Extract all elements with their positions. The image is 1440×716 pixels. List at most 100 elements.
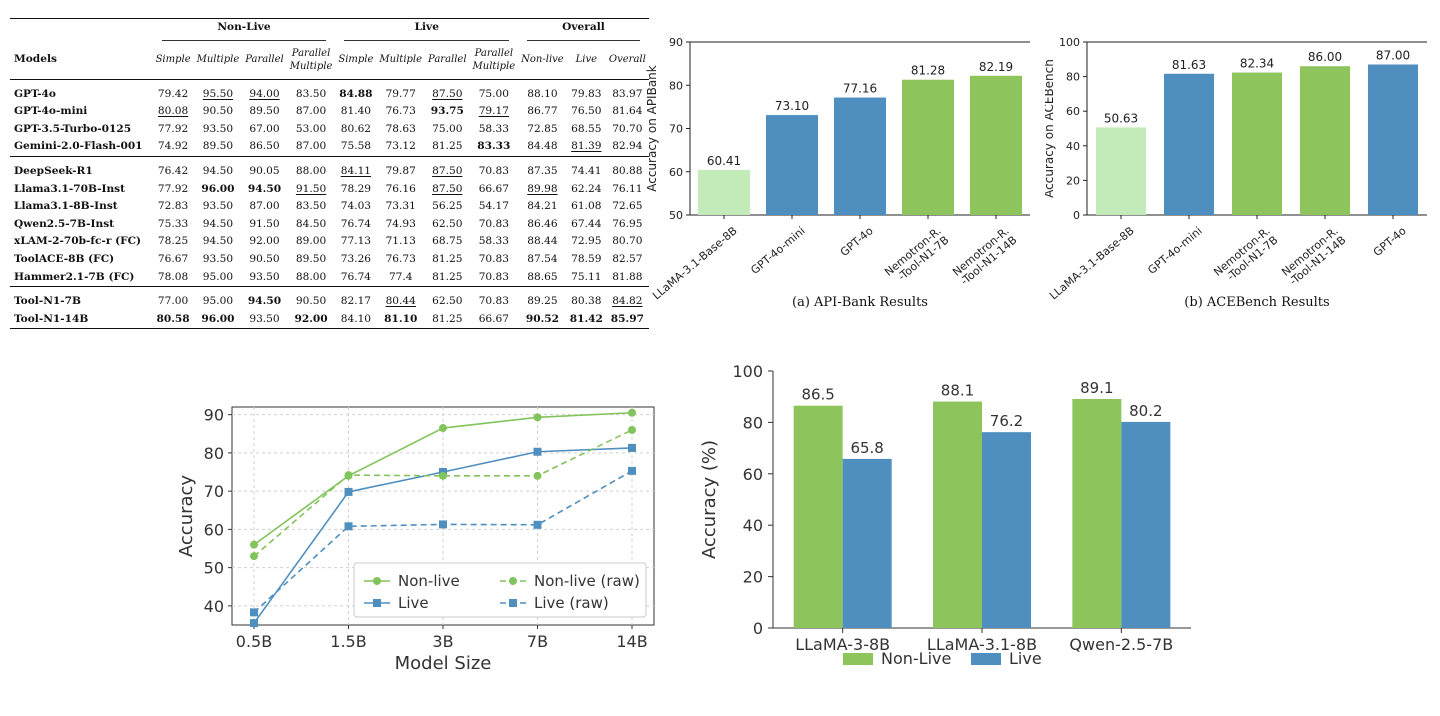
legend-label: Live (398, 594, 429, 612)
score-cell: 73.12 (385, 140, 416, 153)
x-tick-label: 0.5B (236, 632, 272, 651)
legend-label: Non-Live (881, 649, 951, 668)
score-cell: 79.83 (566, 78, 606, 104)
bar-value-label: 65.8 (850, 439, 883, 457)
score-cell: 84.48 (527, 140, 558, 153)
y-tick-label: 80 (204, 444, 224, 463)
score-cell: 94.00 (242, 78, 287, 104)
column-header: Parallel (428, 54, 467, 66)
score-cell: 96.00 (201, 182, 235, 195)
score-cell: 95.50 (193, 78, 243, 104)
score-cell: 70.83 (469, 286, 519, 311)
data-point (439, 471, 447, 480)
score-cell: 62.50 (425, 286, 470, 311)
score-cell: 84.21 (527, 200, 558, 213)
x-axis-label: Model Size (395, 653, 492, 674)
score-cell: 72.85 (527, 122, 558, 135)
x-tick-label-group: GPT-4o-mini (748, 224, 807, 277)
y-tick-label: 80 (743, 413, 763, 432)
model-name-cell: Llama3.1-8B-Inst (14, 200, 118, 213)
score-cell: 78.25 (157, 235, 189, 248)
score-cell: 68.55 (571, 122, 602, 135)
score-cell: 79.42 (152, 78, 194, 104)
score-cell: 66.67 (469, 310, 519, 330)
score-cell: 87.54 (527, 252, 558, 265)
score-cell: 79.77 (376, 78, 426, 104)
score-cell: 94.50 (242, 286, 287, 311)
bar (834, 97, 886, 215)
score-cell: 81.40 (340, 105, 372, 118)
model-name-cell: Tool-N1-7B (10, 286, 153, 311)
series-line (253, 429, 633, 557)
x-tick-label-group: GPT-4o (838, 224, 876, 259)
score-cell: 81.25 (432, 252, 463, 265)
column-header: Simple (155, 54, 191, 66)
score-cell: 61.08 (571, 200, 602, 213)
x-tick-label: LLaMA-3.1-Base-8B (1047, 224, 1137, 302)
score-cell: 76.42 (152, 155, 194, 181)
models-column-header: Models (10, 18, 153, 80)
live-nonlive-grouped-bar-chart: 0 20 40 60 80 100 Accuracy (%) 86.5 65.8 LLaMA-3-… (699, 362, 1191, 668)
group-header-label: Overall (527, 19, 640, 41)
y-tick-label: 100 (1059, 36, 1080, 49)
score-cell: 77.00 (152, 286, 194, 311)
column-header: Multiple (196, 54, 240, 66)
legend-label: Non-live (398, 572, 460, 590)
score-cell: 76.11 (612, 182, 643, 195)
bar (982, 432, 1031, 628)
bar (842, 458, 892, 628)
legend-marker (509, 599, 517, 607)
score-cell: 70.70 (612, 122, 643, 135)
score-cell: 82.17 (335, 286, 377, 311)
score-cell: 74.92 (157, 140, 189, 153)
score-cell: 93.75 (430, 105, 464, 118)
score-cell: 77.92 (157, 122, 189, 135)
column-header: Parallel Multiple (289, 47, 333, 72)
score-cell: 75.58 (340, 140, 372, 153)
bar (1300, 66, 1350, 215)
x-tick-label-group: GPT-4o-mini (1145, 224, 1204, 277)
bar-value-label: 76.2 (990, 412, 1023, 430)
score-cell: 75.33 (157, 217, 189, 230)
y-tick-label: 50 (669, 209, 683, 222)
score-cell: 88.10 (518, 78, 567, 104)
score-cell: 58.33 (478, 235, 510, 248)
data-point (344, 522, 353, 531)
score-cell: 81.64 (612, 105, 643, 118)
table-subheader-row: Simple Multiple Parallel Parallel Multiple S… (10, 43, 649, 80)
score-cell: 87.00 (295, 140, 327, 153)
score-cell: 81.25 (432, 270, 463, 283)
column-header: Live (575, 54, 598, 66)
data-point (439, 520, 447, 529)
score-cell: 89.50 (295, 252, 327, 265)
score-cell: 91.50 (295, 182, 327, 195)
bar-value-label: 82.34 (1240, 57, 1274, 71)
score-cell: 79.17 (478, 105, 510, 118)
score-cell: 74.03 (340, 200, 372, 213)
score-cell: 76.95 (612, 217, 643, 230)
x-tick-label: GPT-4o (838, 224, 876, 259)
y-axis-label: Accuracy on APIBank (645, 65, 659, 192)
table-row: xLAM-2-70b-fc-r (FC) 78.25 94.50 92.00 89.00… (10, 233, 649, 251)
score-cell: 67.44 (571, 217, 602, 230)
data-point (250, 552, 258, 561)
bar-value-label: 80.2 (1129, 402, 1162, 420)
model-name-cell: Gemini-2.0-Flash-001 (14, 140, 143, 153)
bar-value-label: 86.5 (801, 386, 834, 404)
y-tick-label: 40 (1066, 140, 1080, 153)
y-tick-label: 70 (669, 123, 683, 136)
score-cell: 90.50 (249, 252, 280, 265)
x-tick-label: LLaMA-3.1-8B (927, 635, 1037, 654)
score-cell: 83.97 (605, 78, 649, 104)
score-cell: 88.00 (295, 270, 327, 283)
score-cell: 93.50 (202, 200, 234, 213)
score-cell: 74.41 (566, 155, 606, 181)
score-cell: 82.94 (612, 140, 643, 153)
column-header: Parallel (245, 54, 284, 66)
score-cell: 76.73 (385, 105, 416, 118)
score-cell: 89.50 (249, 105, 280, 118)
score-cell: 80.44 (376, 286, 426, 311)
y-tick-label: 20 (743, 568, 763, 587)
score-cell: 88.65 (527, 270, 558, 283)
